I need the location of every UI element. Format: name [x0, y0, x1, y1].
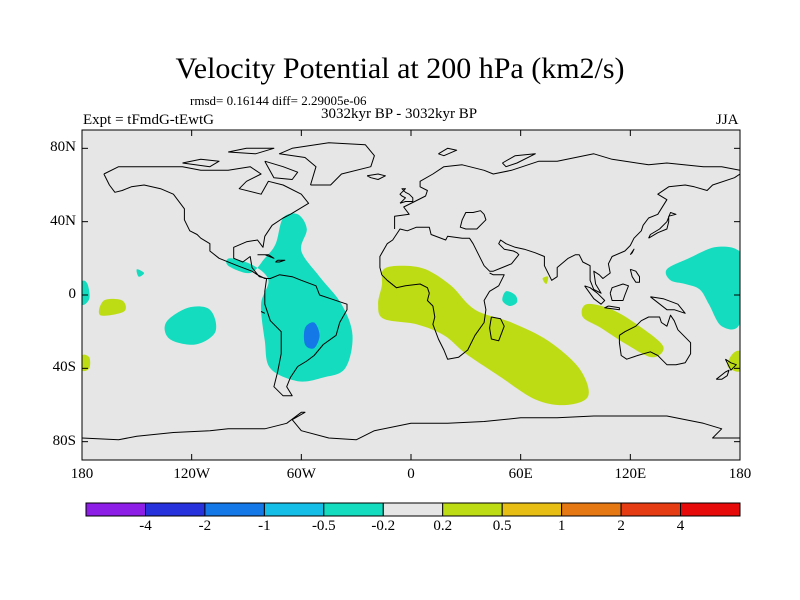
colorbar-box	[382, 502, 444, 517]
coastline-14	[629, 268, 640, 283]
x-tick-label: 120W	[173, 466, 210, 482]
period-label: 3032kyr BP - 3032kyr BP	[321, 106, 478, 122]
coastline-12	[648, 212, 677, 239]
region-africa-indian-positive	[378, 265, 589, 406]
colorbar-box	[620, 502, 682, 517]
coastline-25	[502, 153, 536, 168]
colorbar-box	[204, 502, 265, 517]
colorbar-label: -1	[258, 518, 271, 534]
colorbar-box	[680, 502, 741, 517]
season-label: JJA	[716, 112, 739, 128]
coastline-8	[584, 285, 606, 305]
colorbar-label: 1	[557, 518, 566, 534]
coastlines	[82, 142, 740, 441]
coastline-22	[182, 158, 220, 168]
coastline-15	[724, 358, 737, 371]
coastline-2	[394, 153, 740, 229]
colorbar-box	[323, 502, 384, 517]
coastline-10	[609, 283, 629, 301]
axis-ticks	[81, 130, 741, 460]
colorbar	[85, 502, 741, 517]
colorbar-box	[85, 502, 146, 517]
coastline-20	[257, 254, 275, 259]
colorbar-label: 0.5	[492, 518, 512, 534]
colorbar-box	[263, 502, 325, 517]
coastline-7	[618, 314, 692, 366]
region-north-pacific-west-negative	[665, 246, 740, 330]
region-australia-positive	[581, 303, 664, 358]
region-brazil-core-negative	[303, 322, 320, 349]
region-dateline-west-edge-south-positive	[82, 354, 91, 372]
chart-title: Velocity Potential at 200 hPa (km2/s)	[175, 52, 625, 85]
coastline-19	[275, 259, 286, 263]
x-tick-label: 120E	[614, 466, 647, 482]
coastline-0	[103, 166, 348, 397]
colorbar-box	[501, 502, 563, 517]
coastline-11	[650, 296, 686, 314]
y-tick-label: 40S	[52, 359, 76, 376]
y-tick-label: 80N	[50, 139, 76, 156]
coastline-9	[604, 305, 620, 311]
x-tick-label: 0	[407, 466, 415, 482]
colorbar-label: -4	[139, 518, 152, 534]
stats-line: rmsd= 0.16144 diff= 2.29005e-06	[190, 93, 367, 108]
experiment-label: Expt = tFmdG-tEwtG	[83, 112, 214, 128]
coastline-24	[438, 147, 458, 157]
region-east-pacific-negative	[164, 306, 217, 345]
coastline-5	[399, 188, 414, 204]
colorbar-label: -0.2	[371, 518, 396, 534]
coastline-26	[366, 173, 386, 180]
coastline-18	[260, 311, 266, 314]
y-tick-label: 40N	[50, 212, 76, 229]
y-tick-label: 80S	[52, 432, 76, 449]
coastline-16	[715, 369, 730, 380]
x-tick-label: 60E	[508, 466, 533, 482]
coastline-3	[379, 173, 740, 360]
region-dateline-east-edge-south-positive	[727, 350, 740, 372]
colorbar-box	[561, 502, 622, 517]
region-atlantic-americas-negative	[226, 213, 353, 382]
colorbar-label: -0.5	[311, 518, 336, 534]
coastline-17	[82, 411, 740, 441]
colorbar-box	[442, 502, 503, 517]
coastline-23	[264, 160, 299, 180]
region-dateline-west-edge-negative	[82, 280, 90, 305]
x-tick-label: 60W	[286, 466, 316, 482]
x-tick-label: 180	[70, 466, 94, 482]
colorbar-label: -2	[198, 518, 212, 534]
coastline-4	[459, 210, 487, 230]
colorbar-label: 0.2	[433, 518, 453, 534]
coastline-6	[489, 316, 505, 342]
colorbar-label: 2	[617, 518, 625, 534]
region-bay-small-positive	[542, 276, 549, 285]
colorbar-label: 4	[676, 518, 685, 534]
coastline-13	[629, 248, 635, 256]
coastline-21	[228, 147, 275, 155]
region-caribbean-small-negative	[136, 269, 145, 277]
x-tick-label: 180	[728, 466, 752, 482]
region-west-pacific-small-positive	[98, 298, 126, 316]
y-tick-label: 0	[68, 286, 77, 302]
contour-regions	[82, 213, 740, 406]
colorbar-box	[145, 502, 206, 517]
region-indian-ocean-small-negative	[502, 291, 518, 307]
coastline-1	[278, 142, 375, 186]
